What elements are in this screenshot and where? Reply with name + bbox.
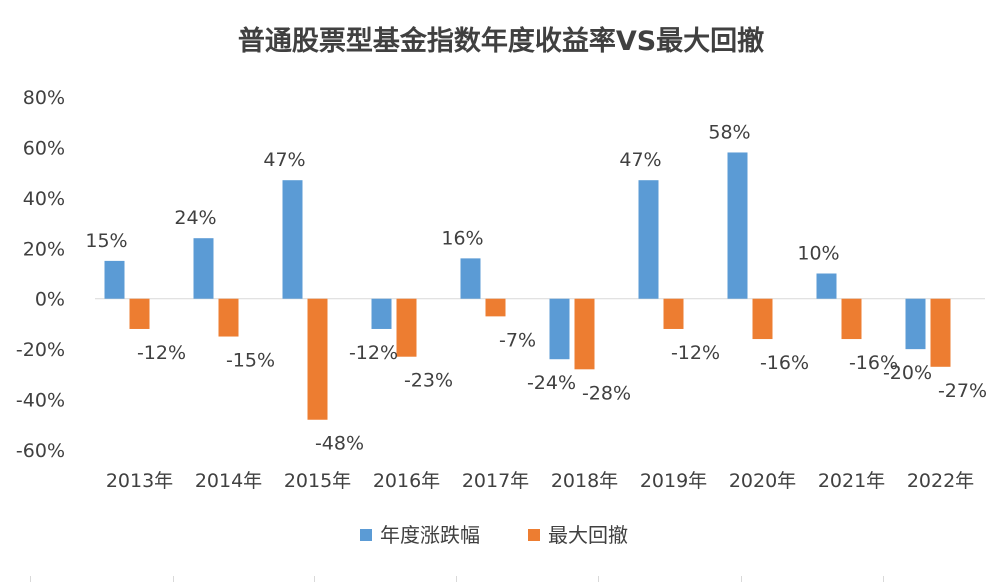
y-tick-label: 80% — [23, 87, 65, 109]
chart-title: 普通股票型基金指数年度收益率VS最大回撤 — [238, 25, 764, 57]
annual-return-label: 15% — [85, 230, 127, 252]
max-drawdown-label: -12% — [671, 342, 720, 364]
y-tick-label: 60% — [23, 137, 65, 159]
annual-return-bar — [816, 273, 837, 299]
max-drawdown-label: -7% — [499, 329, 536, 351]
max-drawdown-label: -15% — [226, 350, 275, 372]
x-tick-label: 2017年 — [462, 470, 529, 492]
x-tick-label: 2015年 — [284, 470, 351, 492]
x-tick-label: 2021年 — [818, 470, 885, 492]
bottom-tick-1 — [30, 576, 31, 582]
max-drawdown-bar — [307, 298, 328, 420]
max-drawdown-label: -16% — [760, 352, 809, 374]
annual-return-bar — [104, 260, 125, 299]
bottom-tick-7 — [883, 576, 884, 582]
max-drawdown-bar — [129, 298, 150, 329]
y-tick-label: -40% — [16, 390, 65, 412]
max-drawdown-bar — [841, 298, 862, 340]
annual-return-label: 24% — [174, 207, 216, 229]
y-axis: 80% 60% 40% 20% 0% -20% -40% -60% — [16, 87, 65, 462]
x-tick-label: 2016年 — [373, 470, 440, 492]
y-tick-label: -60% — [16, 440, 65, 462]
bottom-tick-4 — [456, 576, 457, 582]
max-drawdown-bar — [218, 298, 239, 337]
annual-return-bar — [905, 298, 926, 350]
bottom-tick-2 — [173, 576, 174, 582]
max-drawdown-label: -16% — [849, 352, 898, 374]
annual-return-label: 47% — [263, 149, 305, 171]
x-tick-label: 2014年 — [195, 470, 262, 492]
y-tick-label: 0% — [35, 289, 65, 311]
annual-return-bar — [282, 180, 303, 299]
annual-return-label: -12% — [349, 342, 398, 364]
max-drawdown-label: -28% — [582, 382, 631, 404]
annual-return-bar — [193, 238, 214, 299]
annual-return-bar — [638, 180, 659, 299]
max-drawdown-bar — [485, 298, 506, 317]
bottom-tick-5 — [598, 576, 599, 582]
x-tick-label: 2013年 — [106, 470, 173, 492]
max-drawdown-bar — [574, 298, 595, 370]
legend: 年度涨跌幅 最大回撤 — [360, 523, 628, 547]
annual-return-label: 16% — [441, 227, 483, 249]
annual-return-bar — [460, 258, 481, 299]
y-tick-label: 40% — [23, 188, 65, 210]
legend-label-annual-return: 年度涨跌幅 — [380, 523, 480, 547]
legend-swatch-annual-return — [360, 529, 372, 541]
annual-return-label: -24% — [527, 372, 576, 394]
bottom-tick-6 — [741, 576, 742, 582]
bars-group — [104, 152, 951, 420]
x-tick-label: 2018年 — [551, 470, 618, 492]
annual-return-label: 58% — [708, 121, 750, 143]
max-drawdown-label: -23% — [404, 370, 453, 392]
x-tick-label: 2019年 — [640, 470, 707, 492]
legend-swatch-max-drawdown — [528, 529, 540, 541]
max-drawdown-label: -48% — [315, 433, 364, 455]
x-axis: 2013年 2014年 2015年 2016年 2017年 2018年 2019年 2020年… — [106, 470, 974, 492]
annual-return-bar — [549, 298, 570, 360]
annual-return-bar — [371, 298, 392, 329]
x-tick-label: 2020年 — [729, 470, 796, 492]
max-drawdown-bar — [396, 298, 417, 357]
annual-return-label: -20% — [883, 362, 932, 384]
bottom-tick-3 — [314, 576, 315, 582]
max-drawdown-bar — [752, 298, 773, 340]
y-tick-label: -20% — [16, 339, 65, 361]
data-labels-group: 15% 24% 47% -12% 16% -24% 47% 58% 10% -20% -12% -15… — [85, 121, 987, 454]
max-drawdown-bar — [663, 298, 684, 329]
max-drawdown-bar — [930, 298, 951, 367]
annual-return-label: 10% — [797, 243, 839, 265]
y-tick-label: 20% — [23, 238, 65, 260]
annual-return-label: 47% — [619, 149, 661, 171]
annual-return-bar — [727, 152, 748, 299]
max-drawdown-label: -12% — [137, 342, 186, 364]
legend-label-max-drawdown: 最大回撤 — [548, 523, 628, 547]
max-drawdown-label: -27% — [938, 380, 987, 402]
x-tick-label: 2022年 — [907, 470, 974, 492]
